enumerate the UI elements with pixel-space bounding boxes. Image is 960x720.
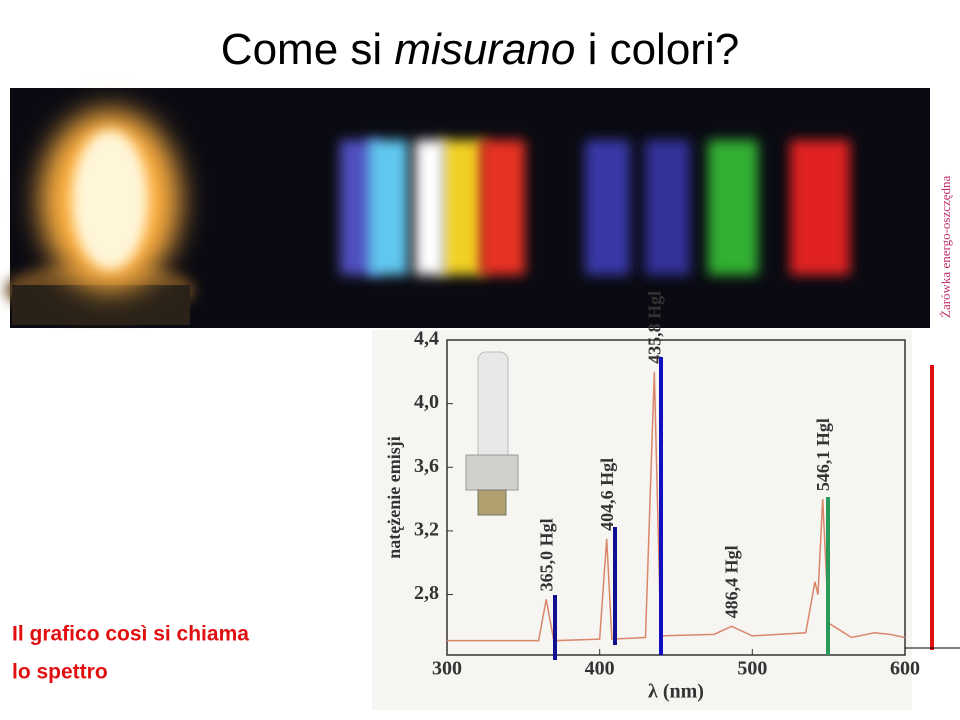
peak-label: 365,0 Hgl [536, 518, 556, 591]
side-label: Żarówka energo-oszczędna [938, 175, 953, 318]
bulb-icon [465, 351, 519, 516]
peak-label: 486,4 Hgl [722, 545, 742, 618]
x-tick-label: 600 [890, 658, 920, 680]
x-axis-label: λ (nm) [648, 681, 704, 703]
overlay-lines [553, 357, 960, 660]
y-tick-label: 4,4 [414, 328, 439, 350]
peak-label: 404,6 Hgl [597, 458, 617, 531]
caption-line: lo spettro [12, 661, 108, 684]
peak-label: 546,1 Hgl [813, 418, 833, 491]
y-tick-label: 3,6 [414, 455, 439, 477]
title-part: Come si [221, 25, 395, 74]
caption-line: Il grafico così si chiama [12, 623, 249, 646]
y-tick-label: 2,8 [414, 582, 439, 604]
y-tick-label: 4,0 [414, 391, 439, 413]
title-part: i colori? [575, 25, 739, 74]
x-tick-label: 500 [737, 658, 767, 680]
spectrum-line [447, 371, 906, 642]
scan-background [372, 330, 912, 710]
slide-title: Come si misurano i colori? [221, 25, 739, 74]
x-tick-label: 300 [432, 658, 462, 680]
peak-label: 435,8 Hgl [644, 291, 664, 364]
title-part: misurano [394, 25, 575, 74]
photo [5, 88, 930, 328]
y-tick-label: 3,2 [414, 519, 439, 541]
y-axis-label: natężenie emisji [384, 436, 404, 558]
plot-frame [446, 339, 906, 656]
x-tick-label: 400 [585, 658, 615, 680]
